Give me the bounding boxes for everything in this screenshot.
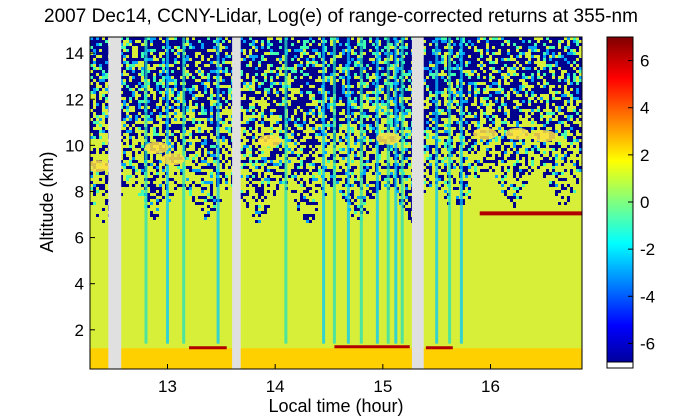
y-tick-label: 4 [75,275,84,294]
colorbar-tick-label: -4 [640,287,655,306]
signal-curtain [144,37,148,344]
aerosol-patch [257,134,282,147]
signal-curtain [166,37,169,344]
data-gap [232,37,241,369]
boundary-layer-top-segment [334,345,410,349]
x-axis-label: Local time (hour) [268,396,403,416]
y-tick-label: 2 [75,321,84,340]
y-tick-label: 14 [65,44,84,63]
signal-curtain [332,37,336,344]
data-gap [108,37,122,369]
colorbar-tick-label: 2 [640,146,649,165]
signal-curtain [375,37,379,344]
signal-curtain [284,37,288,344]
boundary-layer [90,345,582,369]
colorbar-tick-label: 4 [640,99,649,118]
signal-curtain [216,37,220,344]
x-tick-label: 13 [158,377,177,396]
x-tick-label: 16 [481,377,500,396]
y-axis: 2 4 6 8 10 12 14 [65,44,95,340]
signal-curtain [346,37,350,344]
aerosol-patch [144,141,169,154]
signal-curtain [459,37,463,344]
y-tick-label: 8 [75,182,84,201]
signal-curtain [435,37,439,344]
y-axis-label: Altitude (km) [37,151,57,252]
aerosol-features [90,127,582,216]
signal-curtain [386,37,390,344]
aerosol-patch [532,130,557,143]
x-tick-label: 14 [266,377,285,396]
plot-frame [89,36,583,370]
aerosol-patch [160,153,185,166]
signal-curtain [448,37,452,344]
cloud-layer [479,211,582,216]
colorbar: 6 4 2 0 -2 -4 -6 [606,36,655,369]
y-tick-label: 12 [65,90,84,109]
chart-title: 2007 Dec14, CCNY-Lidar, Log(e) of range-… [44,6,638,27]
colorbar-tick-label: 6 [640,52,649,71]
data-gaps [108,37,424,369]
aerosol-patch [376,132,401,145]
signal-curtain [322,37,326,344]
boundary-layer-top-segment [189,346,227,350]
colorbar-tick-label: 0 [640,193,649,212]
x-axis: 13 14 15 16 [158,364,500,396]
signal-curtain [359,37,363,344]
signal-curtain [182,37,186,344]
heatmap-plot-area [90,37,582,369]
y-tick-label: 10 [65,136,84,155]
colorbar-tick-label: -6 [640,334,655,353]
boundary-layer-top-segment [425,346,453,350]
aerosol-patch [505,127,530,140]
colorbar-tick-label: -2 [640,240,655,259]
data-gap [411,37,424,369]
y-tick-label: 6 [75,229,84,248]
signal-curtains [144,37,463,344]
colorbar-ticks: 6 4 2 0 -2 -4 -6 [628,52,655,353]
signal-curtain [394,37,398,344]
aerosol-patch [473,127,498,140]
signal-curtain [400,37,404,344]
colorbar-end-swatch [606,361,634,369]
aerosol-patch [90,160,110,173]
x-tick-label: 15 [373,377,392,396]
boundary-layer-band [90,348,582,369]
